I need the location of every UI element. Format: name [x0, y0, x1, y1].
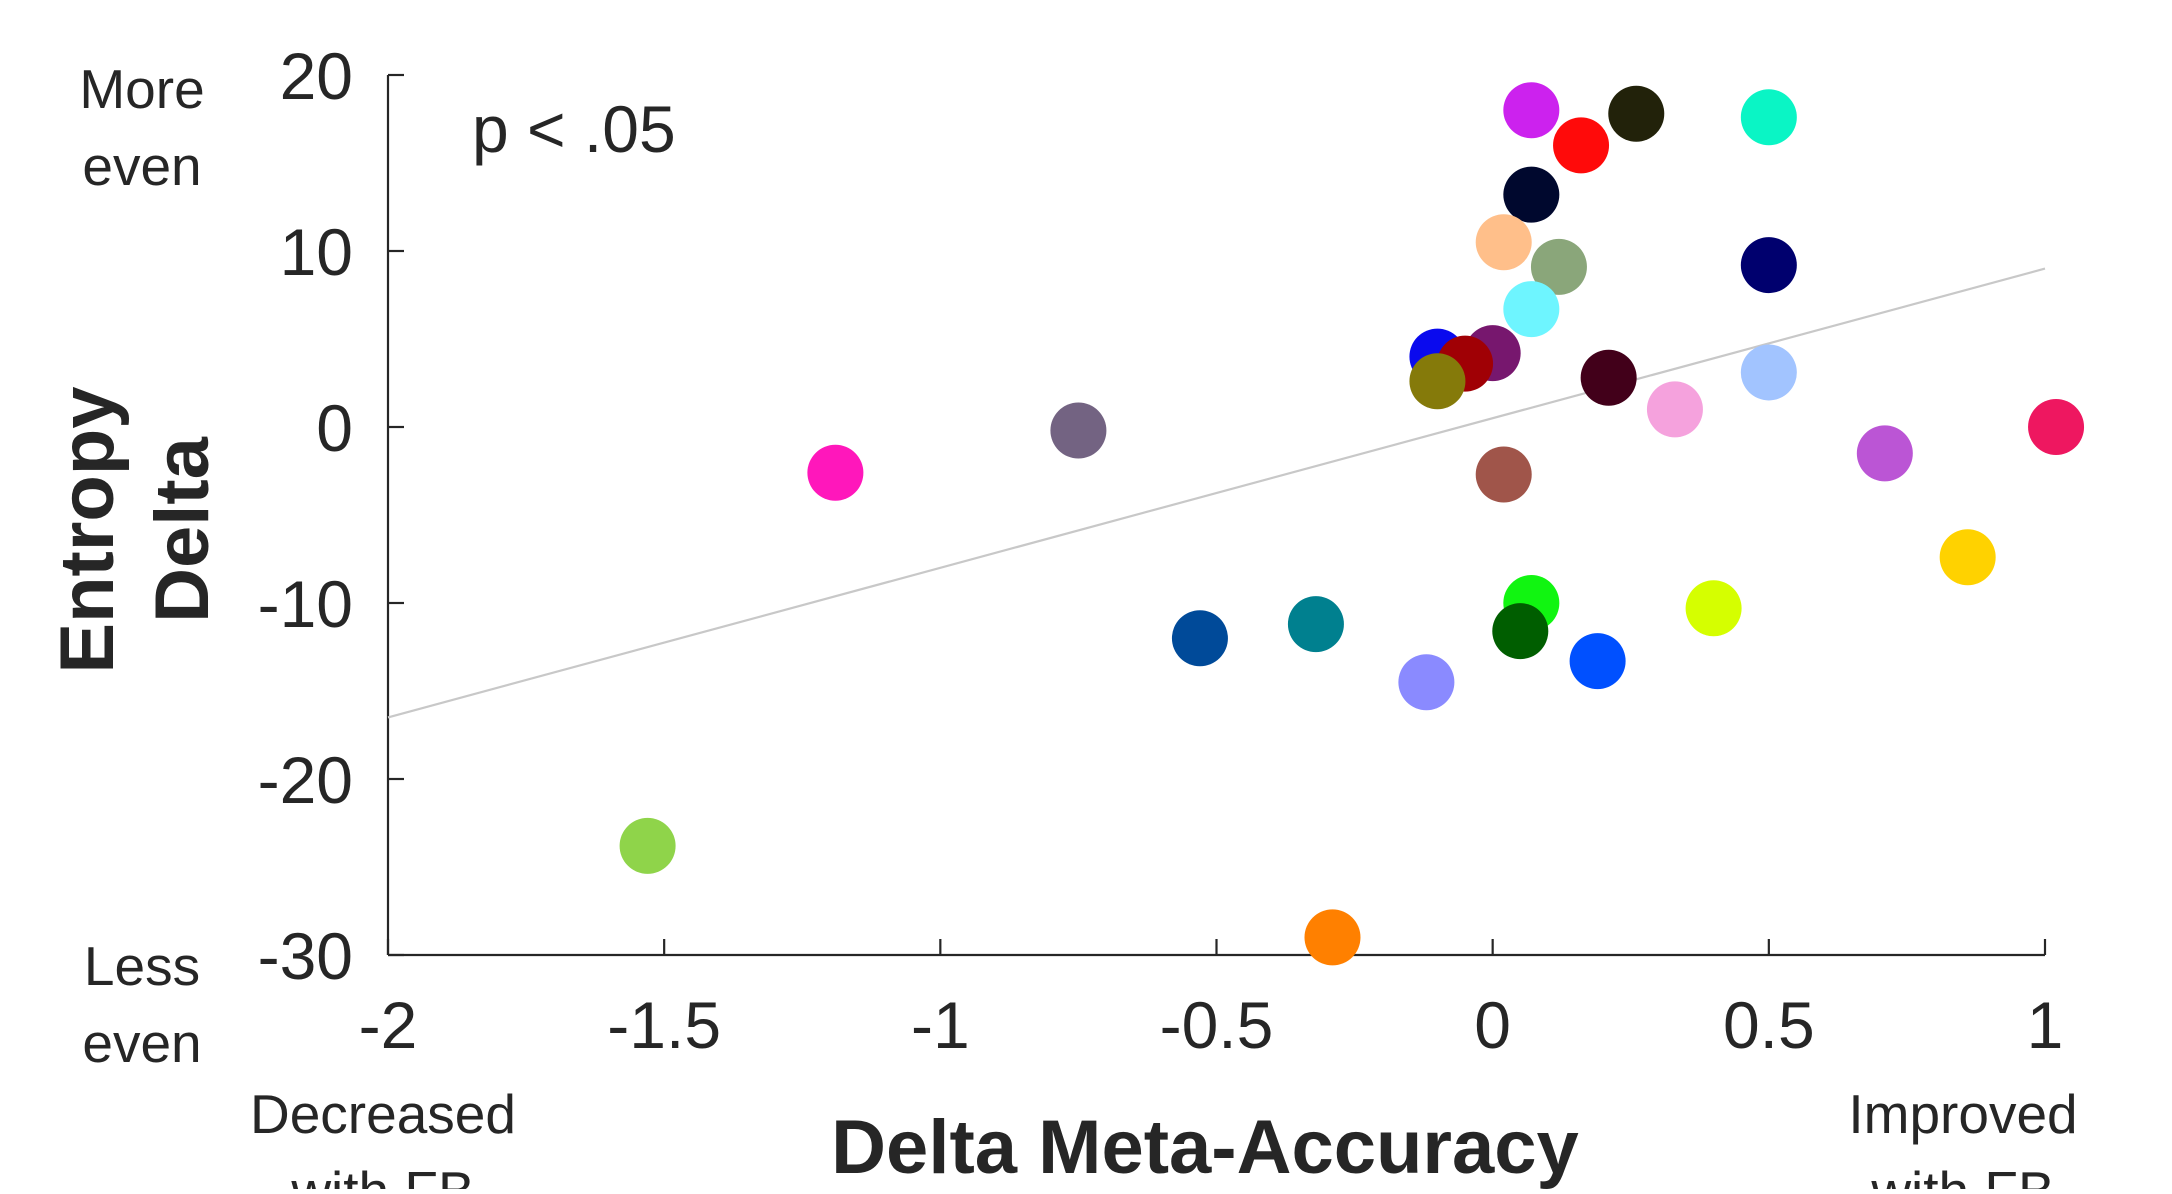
data-point [1171, 610, 1228, 667]
data-point [1503, 166, 1560, 223]
y-tick-label: 20 [280, 39, 353, 113]
data-point [1939, 529, 1996, 586]
data-point [1503, 82, 1560, 139]
data-point [1530, 238, 1587, 295]
y-top-label-line2: even [82, 135, 201, 197]
data-point [807, 444, 864, 501]
p-value-annotation: p < .05 [472, 92, 676, 166]
y-tick-label: -10 [258, 567, 353, 641]
chart-labels: p < .05 Entropy Delta Delta Meta-Accuracy Mo… [45, 58, 2078, 1194]
data-points [619, 82, 2085, 966]
data-point [1740, 344, 1797, 401]
data-point [1856, 425, 1913, 482]
data-point [1646, 381, 1703, 438]
data-point [1304, 909, 1361, 966]
y-top-label-line1: More [79, 58, 204, 120]
x-right-label-line1: Improved [1848, 1083, 2077, 1145]
data-point [619, 817, 676, 874]
x-left-label-line2: with FB [290, 1160, 474, 1189]
x-tick-label: 0.5 [1723, 988, 1815, 1062]
y-axis-title-line1: Entropy [45, 386, 130, 673]
x-tick-label: -1.5 [607, 988, 721, 1062]
y-tick-label: -30 [258, 919, 353, 993]
y-axis-title-line2: Delta [140, 436, 225, 623]
data-point [1475, 446, 1532, 503]
data-point [1492, 603, 1549, 660]
x-left-label-line1: Decreased [250, 1083, 516, 1145]
data-point [1475, 214, 1532, 271]
y-bottom-label-line1: Less [84, 935, 200, 997]
data-point [1608, 85, 1665, 142]
data-point [1287, 596, 1344, 653]
y-tick-label: -20 [258, 743, 353, 817]
data-point [1740, 89, 1797, 146]
y-tick-label: 10 [280, 215, 353, 289]
data-point [1685, 580, 1742, 637]
x-right-label-line2: with FB [1870, 1160, 2054, 1189]
axes: -2 -1.5 -1 -0.5 0 0.5 1 20 10 0 -10 -20 -30 [258, 39, 2064, 1062]
data-point [1580, 349, 1637, 406]
data-point [1553, 117, 1610, 174]
data-point [1409, 353, 1466, 410]
y-tick-label: 0 [316, 391, 353, 465]
regression-line-group [387, 267, 2046, 719]
data-point [1503, 281, 1560, 338]
y-bottom-label-line2: even [82, 1012, 201, 1074]
x-tick-label: -1 [911, 988, 970, 1062]
x-tick-label: -0.5 [1160, 988, 1274, 1062]
regression-line [387, 267, 2046, 719]
data-point [1740, 237, 1797, 294]
data-point [1569, 633, 1626, 690]
data-point [1398, 654, 1455, 711]
data-point [1050, 402, 1107, 459]
x-tick-label: 1 [2027, 988, 2064, 1062]
data-point [2028, 399, 2085, 455]
x-tick-label: -2 [359, 988, 418, 1062]
x-axis-title: Delta Meta-Accuracy [831, 1105, 1579, 1189]
x-tick-label: 0 [1474, 988, 1511, 1062]
